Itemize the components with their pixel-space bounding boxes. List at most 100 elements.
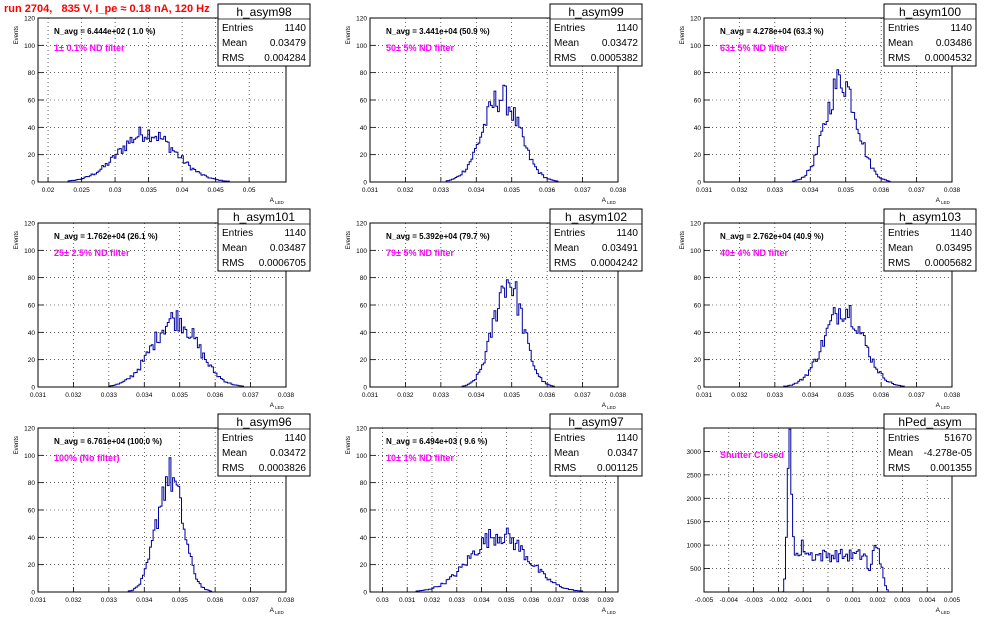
filter-annotation: 79± 5% ND filter: [386, 248, 454, 258]
stats-entries-value: 1140: [950, 23, 972, 34]
stats-entries-value: 1140: [284, 228, 306, 239]
stats-entries-label: Entries: [554, 23, 585, 34]
y-tick-label: 120: [356, 221, 367, 228]
x-tick-label: 0.031: [696, 187, 713, 194]
y-tick-label: 40: [360, 330, 368, 337]
y-tick-label: 500: [690, 566, 701, 573]
y-tick-label: 100: [690, 43, 701, 50]
stats-mean-value: 0.0347: [607, 448, 638, 459]
histogram-name: h_asym97: [568, 415, 624, 429]
y-tick-label: 80: [28, 480, 36, 487]
x-tick-label: 0.02: [42, 187, 55, 194]
stats-box: [549, 413, 643, 477]
x-tick-label: -0.003: [744, 597, 763, 604]
x-tick-label: 0.037: [908, 392, 925, 399]
stats-mean-value: 0.03486: [936, 38, 973, 49]
histogram-h_asym96: 0.031 0.032 0.033 0.034 0.035 0.036 0.037 0.038…: [14, 413, 311, 615]
y-tick-label: 120: [24, 16, 35, 23]
x-tick-label: 0.002: [869, 597, 886, 604]
y-axis-label: Events: [346, 231, 352, 249]
histogram-h_asym101: 0.031 0.032 0.033 0.034 0.035 0.036 0.037 0.038…: [14, 208, 311, 410]
y-tick-label: 100: [24, 453, 35, 460]
x-axis-label-subscript: LED: [941, 405, 951, 410]
histogram-line: [704, 305, 952, 388]
y-tick-label: 100: [356, 248, 367, 255]
stats-mean-label: Mean: [554, 243, 579, 254]
x-tick-label: 0.031: [30, 597, 47, 604]
stats-mean-value: 0.03472: [270, 448, 307, 459]
x-tick-label: 0.036: [873, 392, 890, 399]
histogram-name: h_asym96: [236, 415, 292, 429]
y-axis-label: Events: [346, 26, 352, 44]
navg-annotation: N_avg = 2.762e+04 (40.9 %): [720, 232, 824, 241]
x-axis-label-subscript: LED: [275, 405, 285, 410]
stats-mean-label: Mean: [888, 38, 913, 49]
stats-rms-label: RMS: [554, 53, 577, 64]
y-tick-label: 80: [360, 70, 368, 77]
stats-rms-value: 0.0004532: [925, 53, 973, 64]
stats-entries-value: 1140: [284, 23, 306, 34]
y-tick-label: 20: [694, 152, 702, 159]
y-tick-label: 60: [28, 303, 36, 310]
stats-mean-value: -4.278e-05: [924, 448, 973, 459]
y-tick-label: 2500: [687, 472, 702, 479]
y-tick-label: 20: [360, 357, 368, 364]
x-tick-label: 0.036: [207, 597, 224, 604]
histogram-name: h_asym100: [899, 5, 961, 19]
y-tick-label: 40: [360, 535, 368, 542]
y-tick-label: 0: [31, 180, 35, 187]
x-tick-label: 0.036: [207, 392, 224, 399]
x-tick-label: 0.004: [919, 597, 936, 604]
stats-box: [217, 413, 311, 477]
stats-mean-value: 0.03479: [270, 38, 307, 49]
x-axis-label: A: [270, 402, 275, 409]
x-tick-label: 0.032: [424, 597, 441, 604]
y-axis-label: Events: [14, 231, 20, 249]
y-axis-label: Events: [346, 436, 352, 454]
y-axis-label: Events: [680, 231, 686, 249]
y-tick-label: 2000: [687, 496, 702, 503]
x-tick-label: 0.033: [767, 187, 784, 194]
y-tick-label: 20: [360, 152, 368, 159]
x-tick-label: 0.038: [610, 392, 627, 399]
y-tick-label: 120: [356, 426, 367, 433]
filter-annotation: 50± 5% ND filter: [386, 43, 454, 53]
x-tick-label: 0.032: [731, 187, 748, 194]
x-tick-label: 0.037: [548, 597, 565, 604]
histogram-line: [38, 310, 286, 388]
y-tick-label: 0: [697, 385, 701, 392]
y-tick-label: 80: [28, 70, 36, 77]
filter-annotation: 25± 2.5% ND filter: [54, 248, 130, 258]
x-tick-label: 0.036: [523, 597, 540, 604]
x-tick-label: 0.034: [136, 597, 153, 604]
x-tick-label: 0.035: [172, 597, 189, 604]
x-tick-label: 0.001: [845, 597, 862, 604]
stats-box: [217, 3, 311, 67]
page-title: run 2704, 835 V, I_pe ≈ 0.18 nA, 120 Hz: [4, 3, 210, 15]
x-tick-label: 0.035: [498, 597, 515, 604]
histogram-h_asym102: 0.031 0.032 0.033 0.034 0.035 0.036 0.037 0.038…: [346, 208, 643, 410]
stats-entries-label: Entries: [222, 433, 253, 444]
x-tick-label: 0.031: [362, 187, 379, 194]
y-axis-label: Events: [680, 26, 686, 44]
x-tick-label: 0.032: [65, 392, 82, 399]
y-tick-label: 40: [360, 125, 368, 132]
stats-rms-label: RMS: [888, 463, 911, 474]
histogram-h_asym100: 0.031 0.032 0.033 0.034 0.035 0.036 0.037 0.038…: [680, 3, 977, 205]
stats-mean-label: Mean: [222, 38, 247, 49]
y-tick-label: 60: [360, 98, 368, 105]
stats-mean-value: 0.03487: [270, 243, 307, 254]
y-tick-label: 0: [363, 590, 367, 597]
x-tick-label: 0.003: [894, 597, 911, 604]
y-axis-label: Events: [14, 436, 20, 454]
y-tick-label: 60: [360, 303, 368, 310]
y-tick-label: 40: [28, 535, 36, 542]
x-tick-label: 0.033: [433, 187, 450, 194]
filter-annotation: 1± 0.1% ND filter: [54, 43, 125, 53]
stats-mean-label: Mean: [222, 448, 247, 459]
x-tick-label: 0.033: [449, 597, 466, 604]
x-axis-label: A: [602, 402, 607, 409]
stats-rms-label: RMS: [222, 463, 245, 474]
stats-rms-label: RMS: [222, 258, 245, 269]
